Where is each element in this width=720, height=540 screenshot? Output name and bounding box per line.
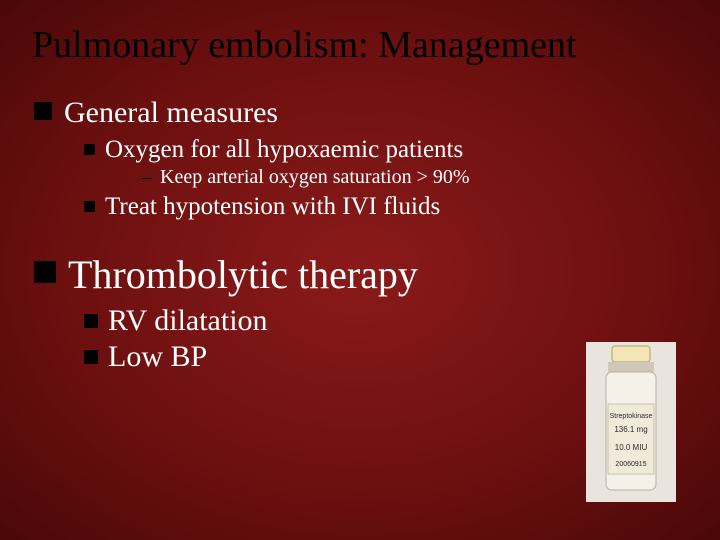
bullet-hypotension: Treat hypotension with IVI fluids — [84, 193, 688, 221]
heading-text: Thrombolytic therapy — [68, 251, 418, 298]
square-bullet-icon — [84, 314, 98, 328]
square-bullet-icon — [34, 102, 52, 120]
dash-bullet-icon: – — [142, 166, 152, 189]
slide: Pulmonary embolism: Management General m… — [0, 0, 720, 540]
bullet-text: Keep arterial oxygen saturation > 90% — [160, 166, 470, 189]
vial-label-l4: 20060915 — [615, 461, 646, 468]
bullet-text: Treat hypotension with IVI fluids — [105, 193, 440, 221]
bullet-rv-dilatation: RV dilatation — [84, 304, 688, 338]
spacer — [32, 223, 688, 251]
slide-title: Pulmonary embolism: Management — [32, 24, 688, 68]
square-bullet-icon — [84, 350, 98, 364]
bullet-general-measures: General measures — [34, 96, 688, 130]
vial-label-l2: 136.1 mg — [614, 425, 647, 434]
bullet-saturation: – Keep arterial oxygen saturation > 90% — [142, 166, 688, 189]
bullet-text: RV dilatation — [108, 304, 268, 338]
heading-text: General measures — [64, 96, 278, 130]
bullet-oxygen: Oxygen for all hypoxaemic patients — [84, 136, 688, 164]
bullet-thrombolytic: Thrombolytic therapy — [34, 251, 688, 298]
vial-label-l1: Streptokinase — [610, 413, 653, 420]
square-bullet-icon — [84, 144, 95, 155]
bullet-text: Low BP — [108, 340, 207, 374]
drug-vial-image: Streptokinase 136.1 mg 10.0 MIU 20060915 — [586, 342, 676, 502]
vial-label-l3: 10.0 MIU — [615, 443, 648, 452]
square-bullet-icon — [84, 201, 95, 212]
square-bullet-icon — [34, 261, 56, 283]
bullet-text: Oxygen for all hypoxaemic patients — [105, 136, 463, 164]
